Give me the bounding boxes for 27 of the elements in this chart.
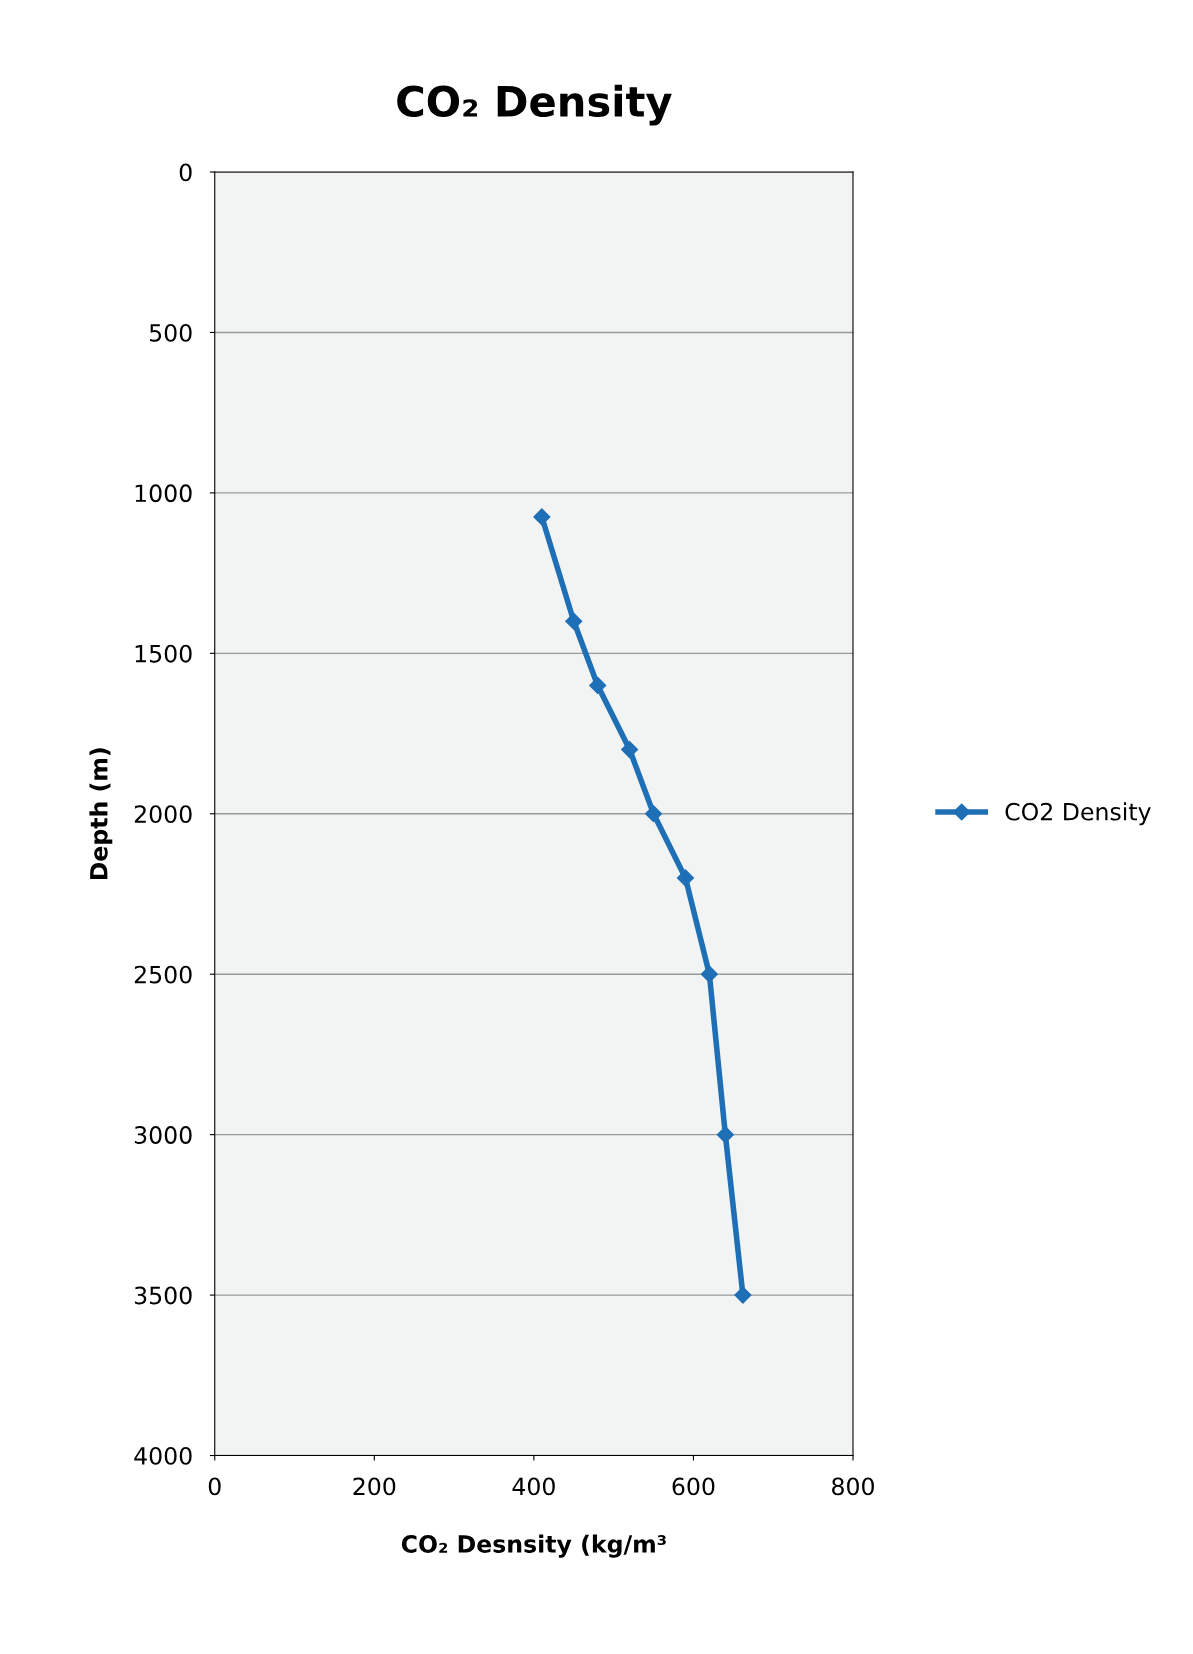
- y-tick-label: 1500: [135, 644, 192, 663]
- x-tick-label: 600: [672, 1477, 715, 1496]
- y-tick-label: 3000: [134, 1126, 192, 1144]
- point: [565, 612, 583, 630]
- x-tick-label: 800: [832, 1477, 874, 1496]
- y-tick-label: 0: [179, 163, 192, 182]
- y-tick-label: 2500: [134, 965, 192, 984]
- y-axis-title: Depth (m): [89, 748, 113, 880]
- y-tick-label: 1000: [135, 484, 192, 503]
- y-tick-label: 500: [149, 323, 192, 342]
- point: [644, 805, 663, 823]
- chart-title: CO₂ Density: [397, 84, 672, 126]
- point: [734, 1286, 752, 1304]
- point: [676, 869, 695, 887]
- x-tick-label: 0: [208, 1477, 221, 1496]
- y-tick-label: 3500: [134, 1286, 192, 1305]
- point: [589, 676, 607, 694]
- x-axis-title: CO₂ Desnsity (kg/m³: [401, 1534, 666, 1558]
- point: [621, 741, 639, 759]
- point: [533, 508, 551, 526]
- point: [700, 965, 718, 983]
- x-tick-label: 200: [353, 1477, 396, 1496]
- y-tick-label: 2000: [134, 805, 192, 824]
- x-tick-label: 400: [512, 1477, 555, 1496]
- y-tick-label: 4000: [134, 1446, 192, 1465]
- legend-label: CO2 Density: [1005, 802, 1151, 826]
- point: [716, 1126, 734, 1144]
